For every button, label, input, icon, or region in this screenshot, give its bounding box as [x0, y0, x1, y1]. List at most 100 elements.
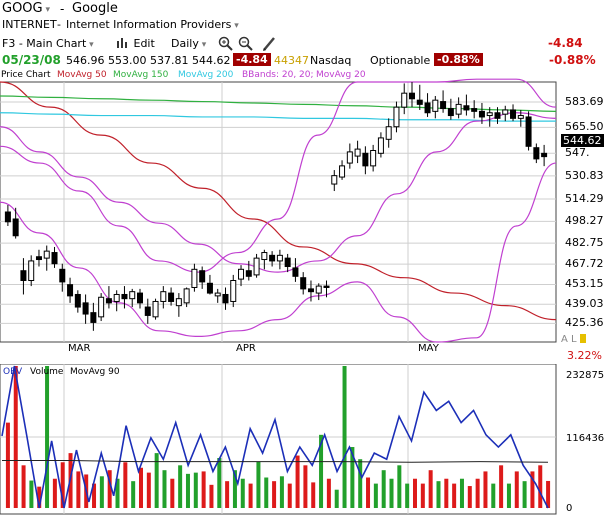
candle-body — [307, 288, 314, 293]
volume-bar — [45, 366, 50, 508]
volume-bar — [475, 478, 480, 508]
candle-body — [51, 252, 58, 265]
candle — [214, 288, 221, 303]
candle — [113, 290, 120, 312]
candle — [152, 298, 159, 320]
candle — [90, 302, 97, 331]
candle-body — [284, 257, 291, 268]
volume-bar — [256, 461, 261, 508]
candle — [346, 143, 353, 169]
candle — [35, 249, 42, 267]
chart-selector[interactable]: F3 - Main Chart — [2, 37, 94, 50]
candle-body — [245, 270, 252, 277]
candle-body — [144, 306, 151, 316]
candle-body — [121, 293, 128, 300]
legend-price-chart: Price Chart — [1, 70, 51, 80]
zoom-in-icon[interactable] — [218, 36, 234, 55]
volume-ma90-line — [2, 459, 549, 463]
candle-body — [199, 270, 206, 283]
price-tick-label: 482.75 — [565, 236, 604, 250]
candle — [440, 90, 447, 113]
volume-bar — [326, 478, 331, 508]
candle-body — [230, 279, 237, 302]
candle — [191, 263, 198, 292]
series-line-movavg-50 — [0, 81, 557, 321]
legend-obv: OBV — [3, 367, 23, 377]
candle — [339, 160, 346, 180]
candle — [28, 255, 35, 287]
candle — [284, 253, 291, 273]
candle-body — [253, 257, 260, 276]
candle-body — [362, 152, 369, 167]
edit-label: Edit — [133, 37, 155, 50]
candle-body — [525, 116, 532, 147]
candle-body — [137, 292, 143, 304]
candle-body — [222, 293, 229, 304]
candle-body — [517, 115, 524, 119]
volume-bar — [115, 478, 120, 508]
candle-body — [261, 252, 268, 261]
volume-bar — [232, 470, 237, 508]
volume-bar — [178, 465, 183, 508]
candle-body — [160, 291, 167, 302]
vol-tick-mid: 116436 — [566, 433, 605, 444]
quote-high: 553.00 — [108, 54, 147, 67]
candle — [331, 170, 338, 192]
candle — [362, 146, 369, 175]
period-selector[interactable]: Daily — [171, 37, 206, 50]
candle — [276, 249, 283, 270]
zoom-out-icon[interactable] — [238, 36, 254, 55]
candle — [98, 293, 105, 322]
price-axis: 583.69 565.50 547. 530.83 514.29 498.27 482.75… — [561, 79, 611, 362]
candle — [424, 93, 431, 117]
symbol-selector[interactable]: GOOG — [2, 1, 50, 16]
series-line-movavg-20 — [0, 112, 557, 273]
exchange-group: INTERNET — [2, 18, 57, 31]
candle-body — [292, 267, 299, 277]
candle-body — [463, 105, 470, 111]
price-tick-label: 565.50 — [565, 120, 604, 134]
candle-body — [12, 218, 19, 237]
edit-button[interactable]: Edit — [116, 37, 155, 50]
price-chart[interactable] — [0, 70, 611, 362]
price-tick-label: 425.36 — [565, 316, 604, 330]
candle-body — [74, 293, 81, 308]
volume-bar — [13, 366, 18, 508]
legend-bbands: BBands: 20, 20; — [242, 70, 314, 80]
candle-body — [28, 260, 35, 281]
pencil-draw-icon[interactable] — [262, 36, 276, 55]
volume-bar — [76, 471, 81, 508]
optionable-label: Optionable — [370, 54, 431, 67]
candle-body — [206, 282, 213, 294]
candle — [67, 277, 74, 303]
candle-body — [59, 268, 66, 283]
candle — [432, 95, 439, 119]
title-row: GOOG - Google — [0, 0, 611, 18]
candle — [486, 107, 493, 127]
legend-ma20: MovAvg 20 — [316, 70, 366, 80]
industry-selector[interactable]: Internet Information Providers — [66, 18, 239, 31]
candle — [354, 140, 361, 164]
volume-bar — [491, 483, 496, 508]
volume-bar — [311, 482, 316, 508]
price-tick-label: 530.83 — [565, 168, 604, 182]
volume-bar — [452, 483, 457, 508]
candle — [393, 101, 400, 133]
candle-body — [346, 151, 353, 164]
candle — [168, 287, 175, 306]
volume-bar — [107, 470, 112, 508]
candle — [447, 98, 454, 120]
volume-bar — [37, 486, 42, 508]
candle-body — [377, 137, 384, 154]
volume-bar — [303, 465, 308, 508]
legend-ma150: MovAvg 150 — [113, 70, 169, 80]
candle-body — [385, 126, 392, 140]
candle — [463, 94, 470, 116]
legend-ma50: MovAvg 50 — [57, 70, 107, 80]
candle — [222, 287, 229, 310]
volume-bar — [397, 465, 402, 508]
volume-chart[interactable] — [0, 364, 611, 516]
candle — [43, 245, 50, 271]
volume-bar — [295, 455, 300, 508]
volume-legend: OBV Volume MovAvg 90 — [0, 367, 611, 379]
